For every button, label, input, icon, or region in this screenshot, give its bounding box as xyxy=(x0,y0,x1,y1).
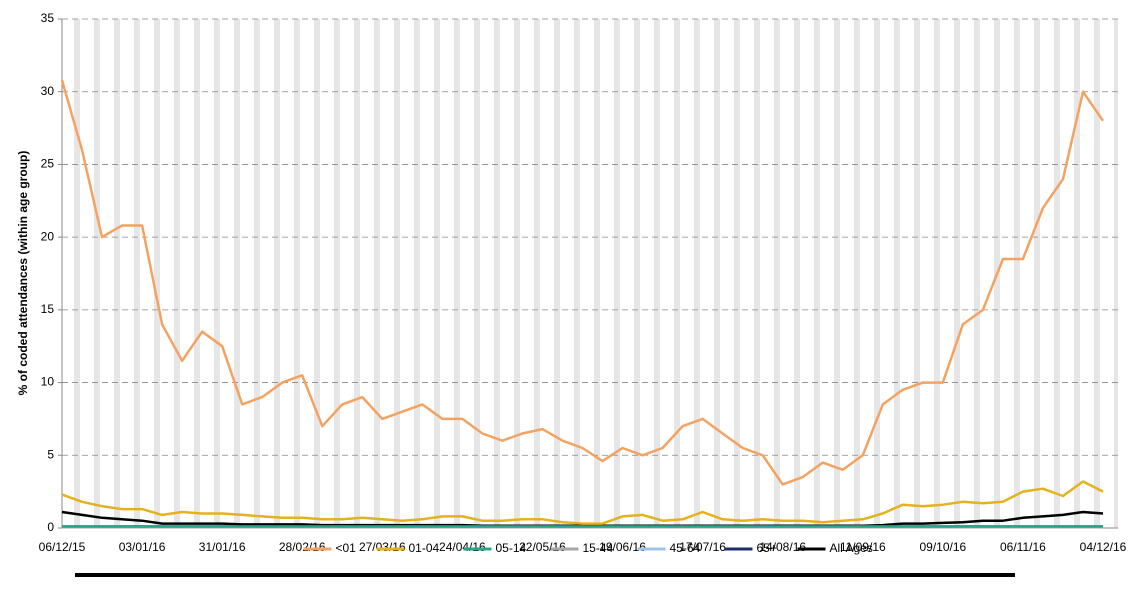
y-tick-label: 5 xyxy=(47,447,54,461)
legend-label: 65+ xyxy=(757,541,777,555)
y-tick-label: 15 xyxy=(41,302,55,316)
footer-rule xyxy=(75,573,1015,577)
x-tick-label: 04/12/16 xyxy=(1080,540,1127,554)
x-tick-label: 31/01/16 xyxy=(199,540,246,554)
legend-label: <01 xyxy=(336,541,357,555)
y-tick-label: 35 xyxy=(41,11,55,25)
series-line xyxy=(61,480,1104,525)
y-tick-label: 25 xyxy=(41,157,55,171)
legend-label: 15-44 xyxy=(583,541,614,555)
legend-label: All Ages xyxy=(830,541,873,555)
x-tick-label: 17/07/16 xyxy=(679,540,726,554)
y-axis-label: % of coded attendances (within age group… xyxy=(16,151,30,396)
y-tick-label: 10 xyxy=(41,375,55,389)
x-tick-label: 19/06/16 xyxy=(599,540,646,554)
y-tick-label: 20 xyxy=(41,229,55,243)
x-tick-label: 11/09/16 xyxy=(840,540,886,554)
x-tick-label: 24/04/16 xyxy=(439,540,486,554)
x-tick-label: 14/08/16 xyxy=(759,540,806,554)
legend-label: 05-14 xyxy=(496,541,527,555)
x-tick-label: 06/11/16 xyxy=(1000,540,1046,554)
x-tick-label: 28/02/16 xyxy=(279,540,326,554)
x-tick-label: 22/05/16 xyxy=(519,540,566,554)
y-tick-label: 30 xyxy=(41,84,55,98)
legend-label: 45-64 xyxy=(670,541,701,555)
y-tick-label: 0 xyxy=(47,520,54,534)
x-tick-label: 09/10/16 xyxy=(919,540,966,554)
plot-background xyxy=(62,19,1118,528)
x-tick-label: 06/12/15 xyxy=(39,540,86,554)
series-line xyxy=(60,79,1105,486)
legend-label: 01-04 xyxy=(409,541,440,555)
x-tick-label: 27/03/16 xyxy=(359,540,406,554)
x-tick-label: 03/01/16 xyxy=(119,540,166,554)
